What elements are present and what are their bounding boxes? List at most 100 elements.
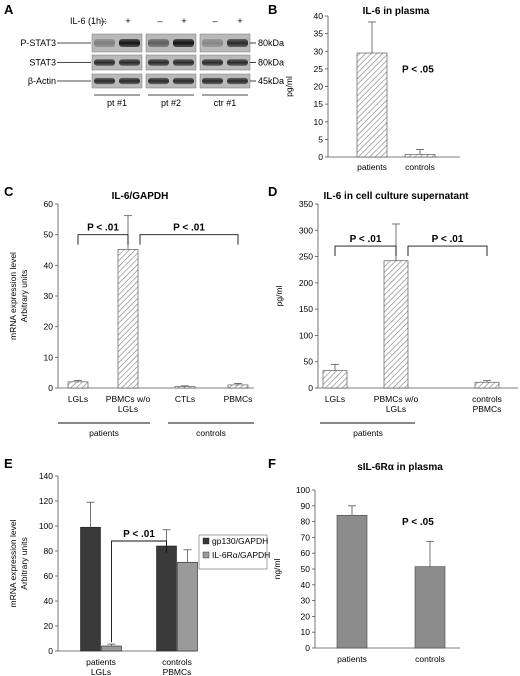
legend-box: [198, 534, 268, 570]
y-axis-label-2: Arbitrary units: [19, 270, 29, 322]
panel-label: E: [4, 456, 13, 471]
legend-swatch: [202, 551, 210, 559]
y-tick-label: 20: [44, 322, 54, 332]
blot-band: [119, 39, 140, 47]
blot-band: [94, 59, 115, 66]
treatment-sign: –: [212, 16, 217, 26]
y-tick-label: 0: [318, 152, 323, 162]
category-label: patients: [337, 654, 367, 664]
y-tick-label: 25: [314, 64, 324, 74]
y-tick-label: 300: [299, 225, 313, 235]
legend-swatch: [202, 537, 210, 545]
legend-label: gp130/GAPDH: [212, 536, 268, 546]
chart-title: IL-6/GAPDH: [112, 191, 169, 202]
bar: [227, 384, 249, 389]
y-axis-label: ng/ml: [272, 559, 282, 580]
treatment-sign: +: [125, 16, 130, 26]
y-tick-label: 120: [39, 496, 53, 506]
significance-label: P < .05: [402, 64, 434, 75]
bar: [101, 645, 122, 652]
bar: [156, 545, 177, 652]
blot-strip: [91, 54, 143, 71]
panel-label: D: [268, 184, 277, 199]
chart-title: IL-6 in cell culture supernatant: [323, 191, 469, 202]
group-label: patients: [353, 428, 383, 438]
category-label: CTLs: [175, 394, 195, 404]
treatment-sign: +: [181, 16, 186, 26]
blot-row-label: P-STAT3: [20, 38, 56, 48]
y-tick-label: 10: [44, 352, 54, 362]
blot-size-label: 45kDa: [258, 76, 284, 86]
y-tick-label: 60: [44, 571, 54, 581]
significance-label: P < .01: [87, 223, 119, 234]
significance-bracket: [139, 234, 239, 245]
blot-band: [202, 59, 223, 66]
significance-label: P < .01: [432, 234, 464, 245]
blot-band: [173, 59, 194, 66]
blot-strip: [145, 54, 197, 71]
significance-bracket: [407, 245, 488, 257]
blot-band: [119, 59, 140, 66]
y-tick-label: 90: [301, 501, 311, 511]
y-tick-label: 10: [301, 627, 311, 637]
legend: gp130/GAPDH IL-6Rα/GAPDH: [198, 534, 270, 570]
panel-label: B: [268, 2, 277, 17]
category-label: PBMCs: [224, 394, 253, 404]
legend-label: IL-6Rα/GAPDH: [212, 550, 270, 560]
blot-strip: [145, 73, 197, 89]
blot-band: [173, 77, 194, 85]
group-label: controls: [196, 428, 226, 438]
significance-label: P < .01: [350, 234, 382, 245]
bar: [414, 566, 446, 649]
blot-band: [227, 59, 248, 66]
blot-band: [202, 77, 223, 85]
blot-size-label: 80kDa: [258, 58, 284, 68]
y-tick-label: 60: [301, 548, 311, 558]
treatment-sign: –: [157, 16, 162, 26]
significance-bracket: [111, 540, 167, 643]
blot-group-labels: pt #1 pt #2 ctr #1: [94, 94, 248, 108]
y-tick-label: 100: [296, 485, 310, 495]
y-tick-label: 15: [314, 99, 324, 109]
y-tick-label: 40: [44, 260, 54, 270]
y-tick-label: 20: [301, 611, 311, 621]
significance-label: P < .05: [402, 517, 434, 528]
chart-panels: B IL-6 in plasma 0 5 10 15 20 25 30 35 40 pg/ml pati…: [4, 2, 518, 676]
y-tick-label: 70: [301, 532, 311, 542]
blot-band: [119, 77, 140, 85]
y-tick-label: 50: [44, 230, 54, 240]
category-label: controls PBMCs: [472, 394, 502, 414]
blot-group-label: pt #2: [161, 98, 181, 108]
bar: [322, 370, 348, 389]
treatment-label: IL-6 (1h):: [70, 16, 107, 26]
panel-label: F: [268, 456, 276, 471]
blot-band: [148, 59, 169, 66]
category-label: PBMCs w/o LGLs: [374, 394, 419, 414]
y-tick-label: 40: [301, 580, 311, 590]
y-tick-label: 200: [299, 278, 313, 288]
y-tick-label: 50: [304, 357, 314, 367]
y-tick-label: 140: [39, 471, 53, 481]
bar: [174, 386, 196, 389]
chart-panel-d: D IL-6 in cell culture supernatant 0 50 100 1…: [268, 184, 518, 438]
y-tick-label: 30: [314, 46, 324, 56]
y-tick-label: 150: [299, 304, 313, 314]
treatment-sign: –: [101, 16, 106, 26]
y-tick-label: 0: [305, 643, 310, 653]
category-label: controls: [405, 162, 435, 172]
chart-title: sIL-6Rα in plasma: [357, 462, 443, 473]
blot-group-label: pt #1: [107, 98, 127, 108]
blot-band: [202, 39, 223, 47]
significance-label: P < .01: [123, 529, 155, 540]
y-tick-label: 5: [318, 134, 323, 144]
chart-title: IL-6 in plasma: [363, 6, 430, 17]
y-tick-label: 20: [314, 82, 324, 92]
blot-band: [227, 39, 248, 47]
y-tick-label: 250: [299, 252, 313, 262]
y-tick-label: 30: [44, 291, 54, 301]
y-tick-label: 80: [44, 546, 54, 556]
category-label: LGLs: [68, 394, 88, 404]
category-label: patients: [357, 162, 387, 172]
